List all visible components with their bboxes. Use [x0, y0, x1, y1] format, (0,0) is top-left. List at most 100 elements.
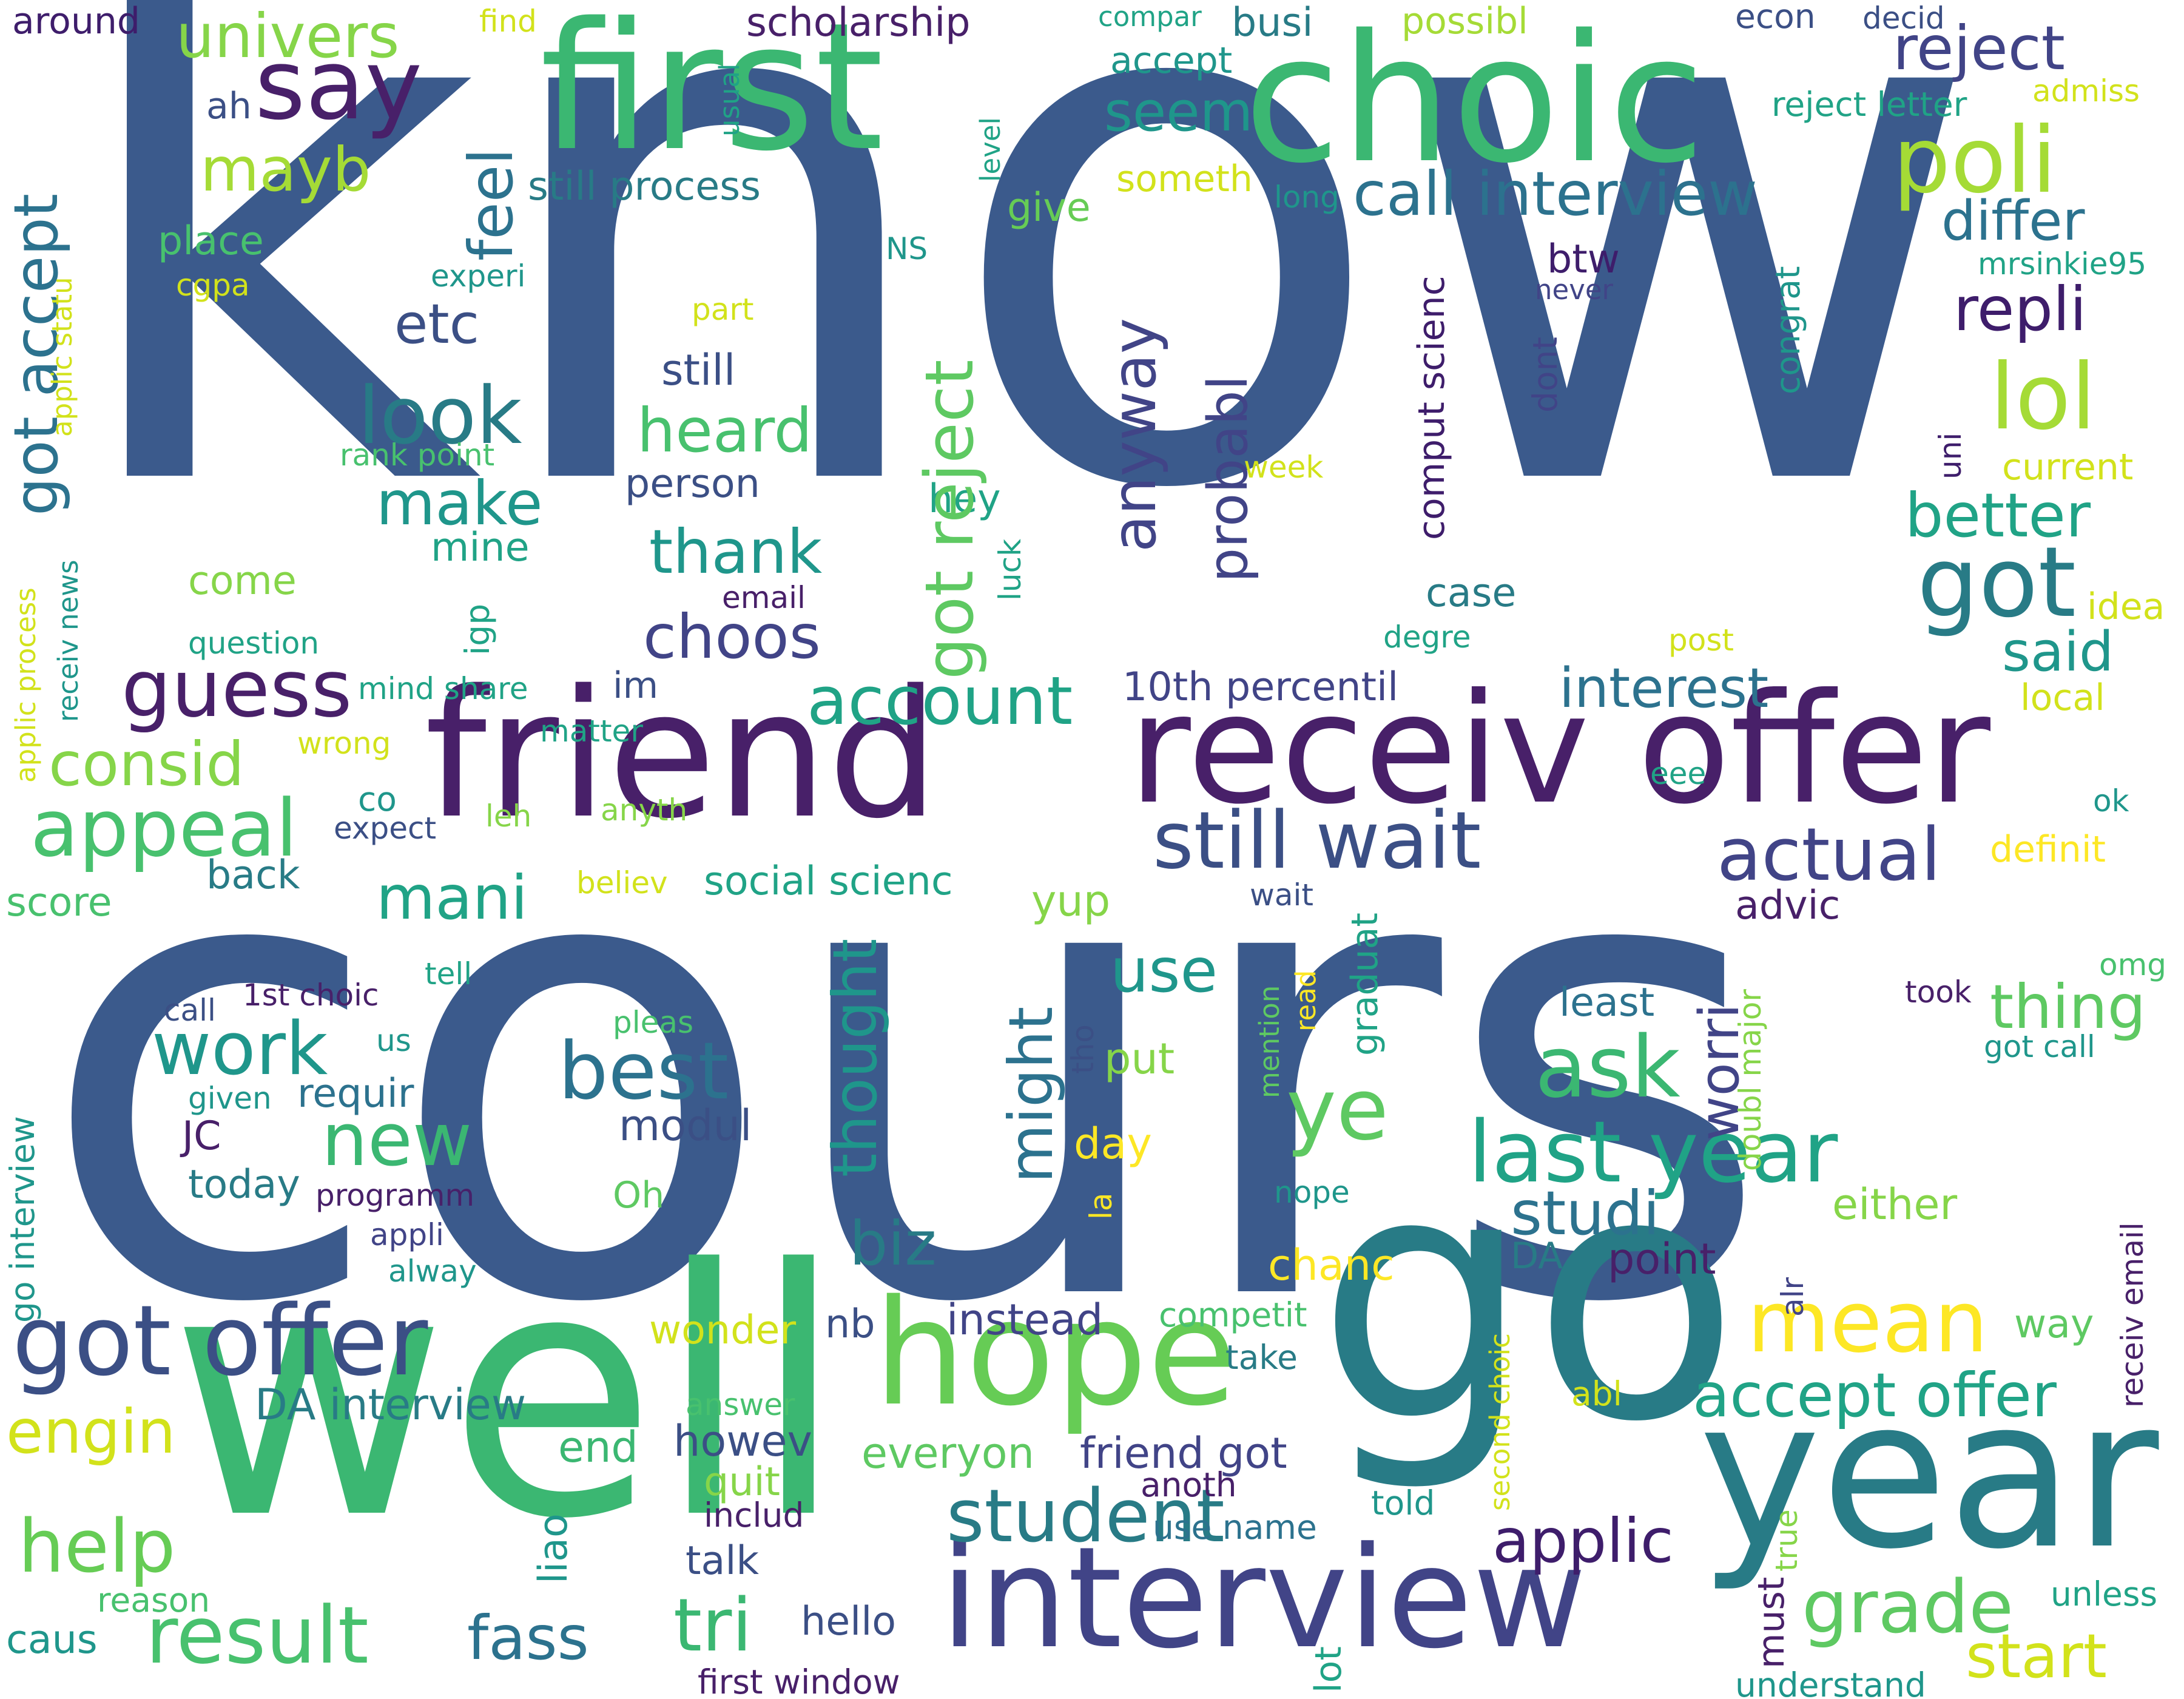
word-ask: ask [1535, 1018, 1680, 1117]
word-univers: univers [176, 1, 400, 72]
word-least: least [1559, 980, 1655, 1025]
word-still-process: still process [528, 164, 761, 209]
word-know: know [61, 0, 1985, 648]
word-doubl-major: doubl major [1733, 989, 1768, 1171]
word-seem: seem [1104, 80, 1253, 144]
word-differ: differ [1941, 189, 2085, 253]
word-got-reject: got reject [911, 359, 988, 680]
word-fass: fass [467, 1603, 589, 1674]
word-econ: econ [1735, 0, 1816, 36]
word-receiv-offer: receiv offer [1128, 661, 1991, 837]
word-well: well [170, 1198, 846, 1593]
word-still: still [661, 345, 736, 395]
word-true: true [1769, 1509, 1804, 1572]
word-go-interview: go interview [3, 1116, 42, 1323]
word-la: la [1084, 1192, 1119, 1220]
word-howev: howev [673, 1416, 812, 1466]
word-social-scienc: social scienc [704, 859, 953, 904]
word-rank-point: rank point [340, 437, 495, 473]
word-interview: interview [940, 1518, 1587, 1680]
word-interest: interest [1559, 657, 1769, 720]
word-wrong: wrong [297, 726, 391, 761]
word-go: go [1316, 1101, 1741, 1496]
word-definit: definit [1990, 828, 2106, 871]
word-cgpa: cgpa [176, 268, 250, 303]
word-dont: dont [1526, 337, 1565, 413]
word-reject: reject [1893, 13, 2065, 84]
word-guess: guess [121, 643, 352, 735]
word-chanc: chanc [1268, 1240, 1395, 1290]
word-ah: ah [206, 85, 252, 127]
word-etc: etc [394, 292, 480, 356]
word-graduat: graduat [1344, 913, 1386, 1056]
word-understand: understand [1735, 1666, 1926, 1699]
word-btw: btw [1547, 237, 1620, 282]
word-im: im [613, 664, 659, 707]
word-never: never [1535, 274, 1614, 306]
word-compar: compar [1098, 1, 1202, 33]
word-co: co [358, 780, 397, 819]
word-quit: quit [704, 1459, 781, 1505]
word-look: look [358, 370, 522, 462]
word-studi: studi [1511, 1178, 1660, 1249]
word-case: case [1426, 570, 1517, 616]
word-poli: poli [1893, 108, 2057, 214]
word-got-call: got call [1984, 1029, 2095, 1064]
word-post: post [1668, 623, 1734, 658]
word-week: week [1244, 450, 1324, 485]
word-Oh: Oh [613, 1174, 665, 1217]
word-accept: accept [1110, 39, 1233, 82]
word-give: give [1007, 185, 1091, 231]
word-got-offer: got offer [12, 1284, 428, 1397]
word-pleas: pleas [613, 1005, 694, 1040]
word-luck: luck [993, 538, 1028, 601]
word-modul: modul [619, 1101, 752, 1150]
word-point: point [1608, 1234, 1716, 1284]
word-tri: tri [673, 1584, 752, 1668]
word-reason: reason [97, 1581, 211, 1620]
word-got: got [1917, 525, 2077, 639]
word-programm: programm [315, 1178, 475, 1213]
word-email: email [722, 580, 806, 615]
word-alr: alr [1775, 1277, 1810, 1317]
word-mani: mani [376, 862, 528, 933]
word-student: student [946, 1474, 1225, 1559]
word-mean: mean [1747, 1273, 1989, 1372]
word-mind-share: mind share [358, 671, 528, 706]
word-requir: requir [297, 1071, 414, 1116]
word-local: local [2020, 677, 2105, 719]
word-instead: instead [946, 1295, 1104, 1345]
word-repli: repli [1953, 274, 2087, 345]
word-first-window: first window [698, 1663, 900, 1699]
word-call-interview: call interview [1353, 158, 1758, 229]
word-wonder: wonder [649, 1308, 797, 1353]
word-tho: tho [1065, 1024, 1100, 1074]
word-expect: expect [334, 811, 437, 846]
word-receiv-news: receiv news [52, 559, 84, 722]
word-usual: usual [713, 63, 746, 137]
word-grade: grade [1802, 1566, 2014, 1650]
word-applic-statu: applic statu [46, 277, 78, 437]
word-liao: liao [531, 1513, 576, 1584]
word-1st-choic: 1st choic [243, 978, 379, 1013]
word-come: come [188, 558, 297, 604]
word-answer: answer [686, 1387, 795, 1422]
word-back: back [206, 853, 300, 898]
word-friend-got: friend got [1080, 1428, 1287, 1478]
word-yup: yup [1031, 876, 1111, 926]
word-DA: DA [1511, 1235, 1563, 1277]
word-biz: biz [849, 1208, 937, 1279]
word-put: put [1104, 1034, 1175, 1084]
word-hey: hey [928, 476, 1001, 522]
word-idea: idea [2087, 586, 2165, 628]
word-thing: thing [1990, 971, 2146, 1042]
word-hello: hello [801, 1599, 897, 1644]
word-degre: degre [1383, 620, 1471, 655]
word-score: score [6, 880, 112, 925]
word-start: start [1966, 1621, 2107, 1692]
word-mine: mine [431, 525, 530, 570]
word-thought: thought [820, 938, 891, 1177]
word-help: help [18, 1505, 176, 1589]
word-actual: actual [1717, 813, 1941, 897]
